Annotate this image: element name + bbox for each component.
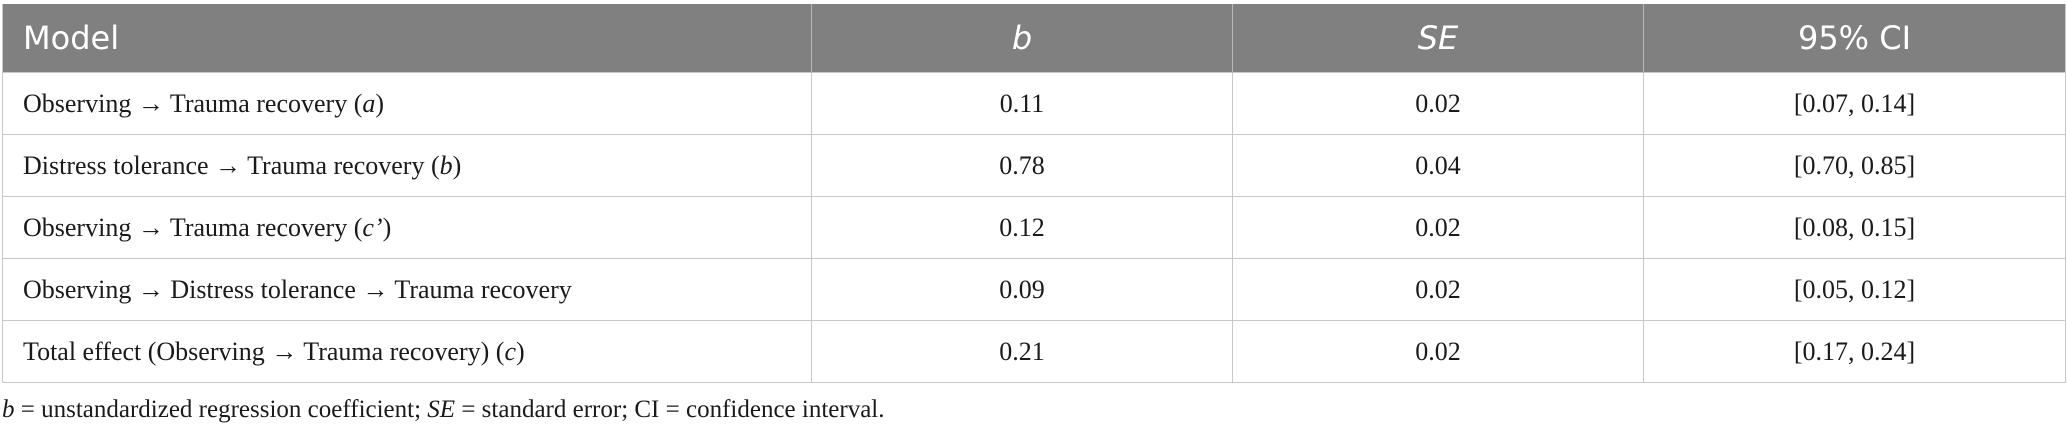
model-path-text: Observing → Trauma recovery ( <box>23 212 363 242</box>
cell-model: Observing → Distress tolerance → Trauma … <box>2 258 812 321</box>
cell-ci: [0.17, 0.24] <box>1643 320 2066 383</box>
cell-se: 0.02 <box>1232 72 1644 135</box>
cell-se: 0.02 <box>1232 196 1644 259</box>
cell-b: 0.11 <box>811 72 1233 135</box>
cell-model: Distress tolerance → Trauma recovery (b) <box>2 134 812 197</box>
model-path-symbol: c <box>504 336 516 366</box>
cell-ci: [0.05, 0.12] <box>1643 258 2066 321</box>
regression-table-container: Model b SE 95% CI Observing → Trauma rec… <box>2 4 2066 383</box>
cell-model: Total effect (Observing → Trauma recover… <box>2 320 812 383</box>
header-model: Model <box>2 4 812 73</box>
table-row: Observing → Distress tolerance → Trauma … <box>2 258 2066 321</box>
footnote-b-definition: = unstandardized regression coefficient; <box>14 396 428 423</box>
cell-model: Observing → Trauma recovery (a) <box>2 72 812 135</box>
cell-ci: [0.08, 0.15] <box>1643 196 2066 259</box>
header-row: Model b SE 95% CI <box>2 4 2066 73</box>
header-ci: 95% CI <box>1643 4 2066 73</box>
mediation-results-table: Model b SE 95% CI Observing → Trauma rec… <box>2 4 2066 383</box>
cell-b: 0.78 <box>811 134 1233 197</box>
model-path-suffix: ) <box>452 150 462 180</box>
footnote-b-symbol: b <box>2 396 15 423</box>
header-se-label: SE <box>1417 19 1459 57</box>
cell-se: 0.02 <box>1232 320 1644 383</box>
header-b: b <box>811 4 1233 73</box>
cell-ci: [0.07, 0.14] <box>1643 72 2066 135</box>
model-path-text: Observing → Distress tolerance → Trauma … <box>23 274 572 304</box>
header-b-label: b <box>1011 19 1033 57</box>
cell-ci: [0.70, 0.85] <box>1643 134 2066 197</box>
model-path-text: Total effect (Observing → Trauma recover… <box>23 336 505 366</box>
cell-se: 0.04 <box>1232 134 1644 197</box>
model-path-suffix: ) <box>382 212 392 242</box>
model-path-text: Observing → Trauma recovery ( <box>23 88 363 118</box>
table-body: Observing → Trauma recovery (a) 0.11 0.0… <box>2 72 2066 383</box>
cell-se: 0.02 <box>1232 258 1644 321</box>
table-row: Distress tolerance → Trauma recovery (b)… <box>2 134 2066 197</box>
model-path-symbol: a <box>362 88 376 118</box>
cell-b: 0.21 <box>811 320 1233 383</box>
header-se: SE <box>1232 4 1644 73</box>
model-path-text: Distress tolerance → Trauma recovery ( <box>23 150 440 180</box>
footnote-se-definition: = standard error; CI = confidence interv… <box>455 396 885 423</box>
model-path-symbol: c’ <box>362 212 383 242</box>
model-path-suffix: ) <box>375 88 385 118</box>
footnote-se-symbol: SE <box>427 396 456 423</box>
table-row: Total effect (Observing → Trauma recover… <box>2 320 2066 383</box>
model-path-suffix: ) <box>515 336 525 366</box>
table-footnote: b = unstandardized regression coefficien… <box>2 396 885 424</box>
cell-b: 0.09 <box>811 258 1233 321</box>
table-header: Model b SE 95% CI <box>2 4 2066 73</box>
cell-b: 0.12 <box>811 196 1233 259</box>
table-row: Observing → Trauma recovery (c’) 0.12 0.… <box>2 196 2066 259</box>
model-path-symbol: b <box>439 150 453 180</box>
cell-model: Observing → Trauma recovery (c’) <box>2 196 812 259</box>
table-row: Observing → Trauma recovery (a) 0.11 0.0… <box>2 72 2066 135</box>
